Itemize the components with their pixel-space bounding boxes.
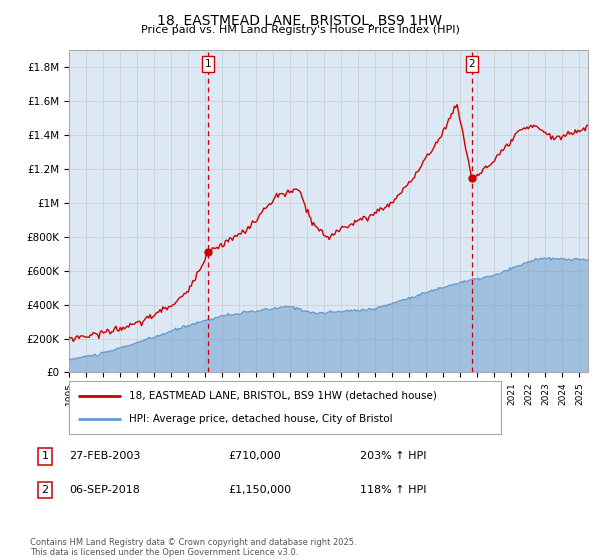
Text: HPI: Average price, detached house, City of Bristol: HPI: Average price, detached house, City… <box>130 414 393 424</box>
Text: 18, EASTMEAD LANE, BRISTOL, BS9 1HW (detached house): 18, EASTMEAD LANE, BRISTOL, BS9 1HW (det… <box>130 391 437 401</box>
Text: 2: 2 <box>41 485 49 495</box>
Text: 06-SEP-2018: 06-SEP-2018 <box>69 485 140 495</box>
Text: £1,150,000: £1,150,000 <box>228 485 291 495</box>
Text: 1: 1 <box>205 59 211 69</box>
Text: 118% ↑ HPI: 118% ↑ HPI <box>360 485 427 495</box>
Text: 1: 1 <box>41 451 49 461</box>
Text: 27-FEB-2003: 27-FEB-2003 <box>69 451 140 461</box>
Text: 203% ↑ HPI: 203% ↑ HPI <box>360 451 427 461</box>
Text: 2: 2 <box>469 59 475 69</box>
Text: 18, EASTMEAD LANE, BRISTOL, BS9 1HW: 18, EASTMEAD LANE, BRISTOL, BS9 1HW <box>157 14 443 28</box>
Text: Price paid vs. HM Land Registry's House Price Index (HPI): Price paid vs. HM Land Registry's House … <box>140 25 460 35</box>
Text: £710,000: £710,000 <box>228 451 281 461</box>
Text: Contains HM Land Registry data © Crown copyright and database right 2025.
This d: Contains HM Land Registry data © Crown c… <box>30 538 356 557</box>
